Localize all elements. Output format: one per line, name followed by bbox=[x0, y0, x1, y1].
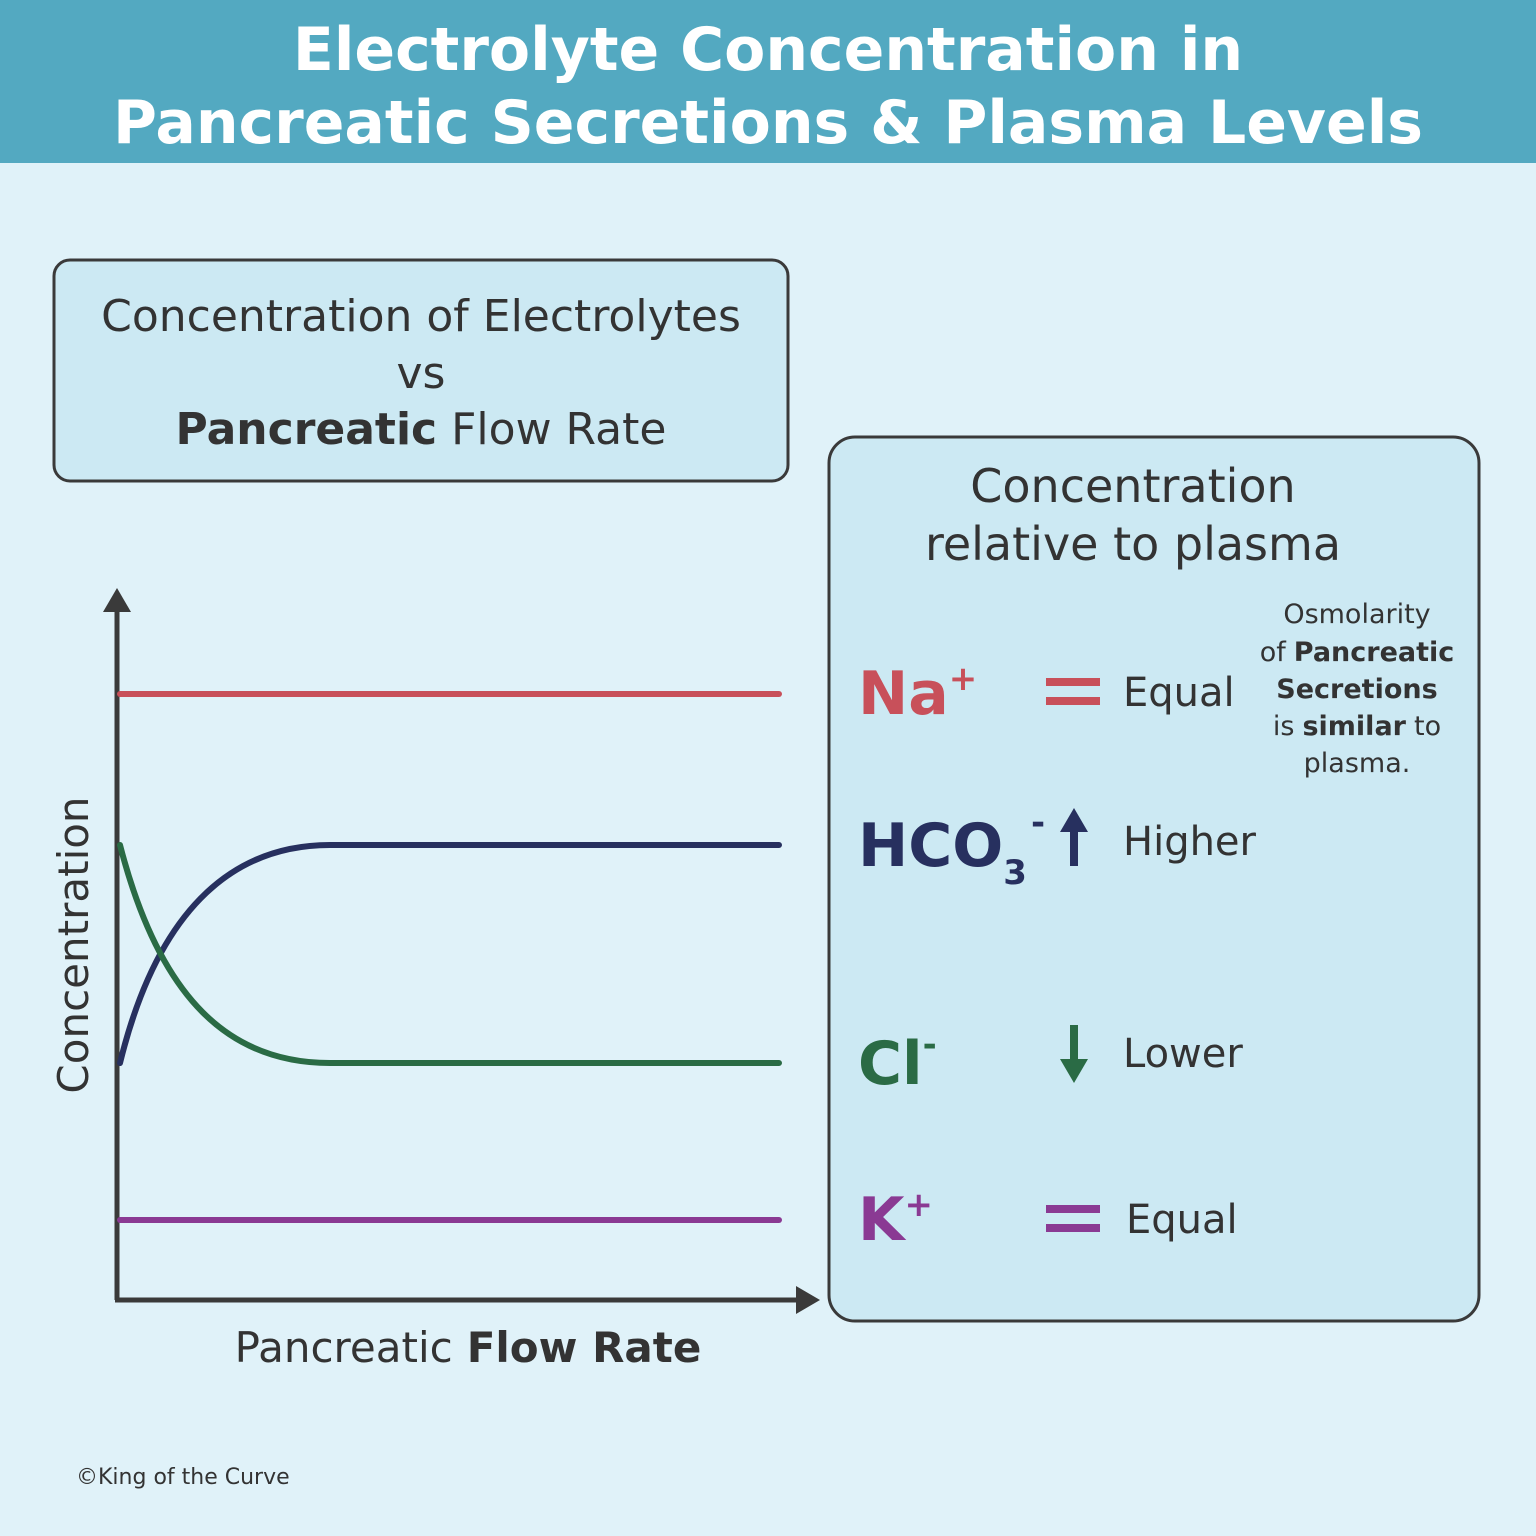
graph-title-rest: Flow Rate bbox=[451, 404, 666, 455]
comparison-title: Concentration bbox=[970, 459, 1295, 513]
note-word: to bbox=[1414, 711, 1441, 742]
note: of Pancreatic bbox=[1260, 637, 1455, 668]
note-bold: Secretions bbox=[1276, 674, 1437, 705]
note-word: is bbox=[1273, 711, 1295, 742]
ion: HCO bbox=[858, 811, 1003, 881]
ion-symbol: Na+ bbox=[858, 659, 977, 729]
equal-sign bbox=[1046, 678, 1100, 686]
header-bar bbox=[0, 0, 1536, 163]
ion-subscript: 3 bbox=[1003, 853, 1027, 893]
y-axis-arrow bbox=[103, 588, 131, 612]
x-axis-label-bold: Flow Rate bbox=[467, 1323, 702, 1372]
note: plasma. bbox=[1304, 748, 1411, 779]
ion-symbol: Cl- bbox=[858, 1025, 937, 1099]
note: is similar to bbox=[1273, 711, 1441, 742]
x-axis-arrow bbox=[796, 1286, 820, 1314]
ion-charge: + bbox=[905, 1185, 934, 1225]
hco3-curve bbox=[117, 842, 782, 1066]
relation: Equal bbox=[1123, 670, 1235, 716]
ion-symbol: HCO3- bbox=[858, 803, 1045, 893]
equal-sign bbox=[1046, 1205, 1100, 1213]
graph-title-box bbox=[52, 258, 790, 483]
comparison-title: relative to plasma bbox=[925, 517, 1341, 571]
x-axis-label-normal: Pancreatic bbox=[235, 1323, 453, 1372]
graph-title-bold: Pancreatic bbox=[176, 404, 438, 455]
note-bold: Pancreatic bbox=[1294, 637, 1455, 668]
ion-charge: - bbox=[1031, 803, 1045, 843]
ion: Na bbox=[858, 659, 949, 729]
header-title: Electrolyte Concentration in bbox=[293, 15, 1243, 85]
cl-curve bbox=[117, 842, 782, 1066]
up-arrow bbox=[1060, 808, 1088, 866]
ion: K bbox=[858, 1185, 907, 1255]
note-bold: similar bbox=[1302, 711, 1406, 742]
footer: ©King of the Curve bbox=[76, 1465, 290, 1490]
graph-title: Concentration of Electrolytes bbox=[101, 291, 741, 342]
relation: Equal bbox=[1126, 1197, 1238, 1243]
equal-sign bbox=[1046, 1224, 1100, 1232]
ion: Cl bbox=[858, 1029, 923, 1099]
note-word: of bbox=[1260, 637, 1288, 668]
ion-symbol: K+ bbox=[858, 1185, 933, 1255]
ion-charge: + bbox=[949, 659, 978, 699]
graph-title: vs bbox=[397, 348, 446, 399]
relation: Lower bbox=[1123, 1031, 1243, 1077]
down-arrow bbox=[1060, 1025, 1088, 1083]
comparison-box bbox=[827, 435, 1481, 1323]
graph-title: Pancreatic Flow Rate bbox=[176, 404, 667, 455]
x-axis-label: Pancreatic Flow Rate bbox=[235, 1323, 702, 1372]
header-title: Pancreatic Secretions & Plasma Levels bbox=[113, 88, 1423, 158]
note: Osmolarity bbox=[1283, 599, 1430, 630]
relation: Higher bbox=[1123, 819, 1257, 865]
equal-sign bbox=[1046, 697, 1100, 705]
ion-charge: - bbox=[923, 1025, 937, 1065]
y-axis-label: Concentration bbox=[49, 796, 98, 1093]
